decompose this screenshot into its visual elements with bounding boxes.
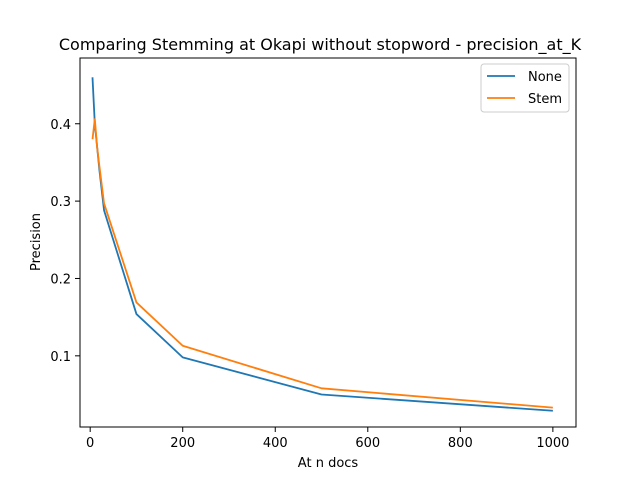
plot-frame	[79, 57, 577, 428]
y-axis-label: Precision	[29, 213, 44, 271]
chart-title: Comparing Stemming at Okapi without stop…	[59, 35, 582, 55]
y-tick-label: 0.1	[50, 350, 71, 365]
x-tick-label: 200	[170, 436, 195, 451]
x-tick-label: 800	[448, 436, 473, 451]
legend-label-stem: Stem	[528, 92, 562, 107]
x-tick-label: 1000	[536, 436, 569, 451]
x-tick-label: 0	[86, 436, 94, 451]
y-tick-label: 0.2	[50, 272, 71, 287]
legend-label-none: None	[528, 70, 562, 85]
y-axis-ticks: 0.1 0.2 0.3 0.4	[50, 118, 80, 365]
x-axis-ticks: 0 200 400 600 800 1000	[86, 427, 569, 451]
plot-lines	[91, 77, 553, 412]
x-axis-label: At n docs	[298, 456, 359, 471]
x-tick-label: 400	[263, 436, 288, 451]
x-tick-label: 600	[355, 436, 380, 451]
y-tick-label: 0.3	[50, 195, 71, 210]
series-line-none	[91, 77, 553, 412]
legend: None Stem	[480, 63, 570, 113]
y-tick-label: 0.4	[50, 118, 71, 133]
series-line-stem	[91, 118, 553, 409]
